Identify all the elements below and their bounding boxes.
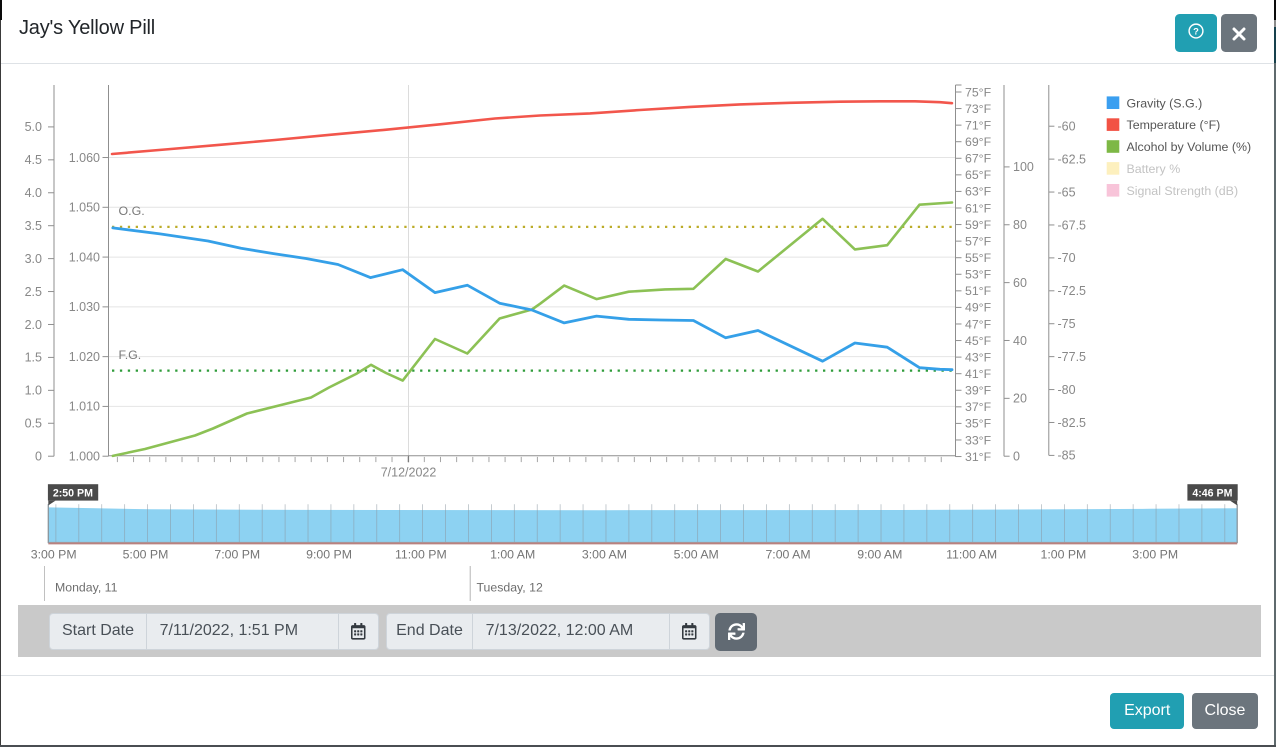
svg-text:-60: -60: [1058, 120, 1076, 134]
svg-text:O.G.: O.G.: [119, 204, 145, 218]
svg-text:3.5: 3.5: [25, 219, 42, 233]
svg-text:73°F: 73°F: [965, 102, 992, 116]
svg-text:69°F: 69°F: [965, 135, 992, 149]
svg-text:7:00 AM: 7:00 AM: [765, 548, 810, 562]
svg-text:-80: -80: [1058, 383, 1076, 397]
svg-text:60: 60: [1013, 276, 1027, 290]
svg-text:4:46 PM: 4:46 PM: [1192, 488, 1232, 500]
svg-text:-77.5: -77.5: [1058, 350, 1087, 364]
svg-text:-70: -70: [1058, 251, 1076, 265]
svg-text:3:00 PM: 3:00 PM: [31, 548, 77, 562]
svg-text:41°F: 41°F: [965, 367, 992, 381]
svg-text:75°F: 75°F: [965, 85, 992, 99]
svg-text:11:00 PM: 11:00 PM: [395, 548, 447, 562]
svg-text:59°F: 59°F: [965, 218, 992, 232]
svg-text:37°F: 37°F: [965, 400, 992, 414]
svg-text:1.030: 1.030: [69, 300, 100, 314]
svg-text:20: 20: [1013, 392, 1027, 406]
svg-text:0.5: 0.5: [25, 417, 42, 431]
svg-text:7/12/2022: 7/12/2022: [381, 466, 437, 480]
svg-text:61°F: 61°F: [965, 201, 992, 215]
svg-text:3.0: 3.0: [25, 252, 42, 266]
svg-text:45°F: 45°F: [965, 334, 992, 348]
svg-text:63°F: 63°F: [965, 185, 992, 199]
svg-text:Battery %: Battery %: [1127, 162, 1181, 176]
svg-text:40: 40: [1013, 334, 1027, 348]
svg-text:Tuesday, 12: Tuesday, 12: [477, 580, 543, 594]
svg-text:9:00 AM: 9:00 AM: [857, 548, 902, 562]
svg-text:-85: -85: [1058, 449, 1076, 463]
svg-text:-75: -75: [1058, 317, 1076, 331]
svg-text:35°F: 35°F: [965, 417, 992, 431]
svg-text:Signal Strength (dB): Signal Strength (dB): [1127, 184, 1239, 198]
svg-text:1.010: 1.010: [69, 400, 100, 414]
svg-text:-67.5: -67.5: [1058, 218, 1087, 232]
svg-text:43°F: 43°F: [965, 350, 992, 364]
svg-text:33°F: 33°F: [965, 433, 992, 447]
svg-text:Temperature (°F): Temperature (°F): [1127, 118, 1221, 132]
svg-text:57°F: 57°F: [965, 234, 992, 248]
svg-text:2.5: 2.5: [25, 285, 42, 299]
svg-text:65°F: 65°F: [965, 168, 992, 182]
svg-text:0: 0: [35, 450, 42, 464]
svg-text:F.G.: F.G.: [119, 348, 142, 362]
svg-text:2:50 PM: 2:50 PM: [53, 488, 93, 500]
svg-text:Gravity (S.G.): Gravity (S.G.): [1127, 96, 1203, 110]
svg-text:5:00 PM: 5:00 PM: [123, 548, 169, 562]
svg-text:4.0: 4.0: [25, 186, 42, 200]
svg-text:Alcohol by Volume (%): Alcohol by Volume (%): [1127, 140, 1252, 154]
svg-text:51°F: 51°F: [965, 284, 992, 298]
svg-text:-65: -65: [1058, 185, 1076, 199]
svg-text:47°F: 47°F: [965, 317, 992, 331]
svg-text:53°F: 53°F: [965, 268, 992, 282]
svg-text:?: ?: [1193, 26, 1199, 36]
svg-text:49°F: 49°F: [965, 301, 992, 315]
svg-text:-62.5: -62.5: [1058, 152, 1087, 166]
svg-text:7:00 PM: 7:00 PM: [214, 548, 260, 562]
svg-text:3:00 PM: 3:00 PM: [1132, 548, 1178, 562]
svg-text:3:00 AM: 3:00 AM: [582, 548, 627, 562]
svg-text:71°F: 71°F: [965, 118, 992, 132]
svg-text:Monday, 11: Monday, 11: [55, 580, 118, 594]
svg-text:-72.5: -72.5: [1058, 284, 1087, 298]
svg-text:80: 80: [1013, 218, 1027, 232]
svg-text:5:00 AM: 5:00 AM: [674, 548, 719, 562]
svg-text:9:00 PM: 9:00 PM: [306, 548, 352, 562]
svg-text:1.5: 1.5: [25, 351, 42, 365]
svg-text:1.040: 1.040: [69, 250, 100, 264]
svg-text:1:00 AM: 1:00 AM: [490, 548, 535, 562]
svg-text:5.0: 5.0: [25, 120, 42, 134]
svg-text:11:00 AM: 11:00 AM: [946, 548, 997, 562]
svg-text:67°F: 67°F: [965, 152, 992, 166]
svg-text:39°F: 39°F: [965, 384, 992, 398]
svg-text:1.020: 1.020: [69, 350, 100, 364]
svg-text:1.0: 1.0: [25, 384, 42, 398]
svg-text:1.050: 1.050: [69, 201, 100, 215]
svg-text:31°F: 31°F: [965, 450, 992, 464]
svg-text:4.5: 4.5: [25, 153, 42, 167]
svg-text:-82.5: -82.5: [1058, 416, 1087, 430]
svg-text:1:00 PM: 1:00 PM: [1040, 548, 1086, 562]
svg-text:2.0: 2.0: [25, 318, 42, 332]
svg-text:1.060: 1.060: [69, 151, 100, 165]
svg-text:55°F: 55°F: [965, 251, 992, 265]
svg-text:100: 100: [1013, 160, 1034, 174]
svg-text:1.000: 1.000: [69, 450, 100, 464]
svg-text:0: 0: [1013, 450, 1020, 464]
